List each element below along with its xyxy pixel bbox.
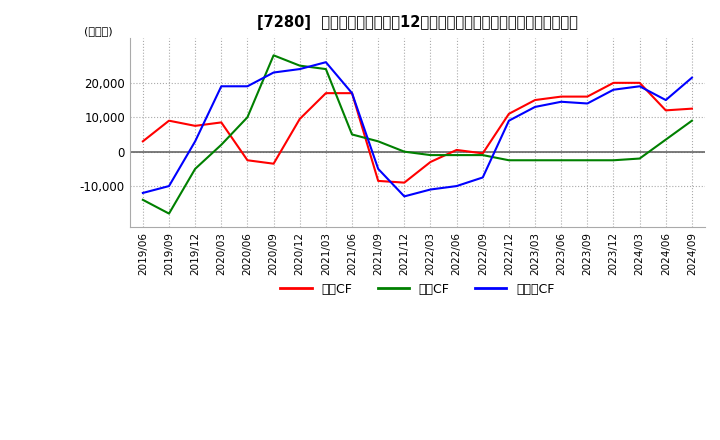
Legend: 営業CF, 投資CF, フリーCF: 営業CF, 投資CF, フリーCF — [276, 278, 559, 301]
フリーCF — [505, 118, 513, 123]
営業CF — [426, 159, 435, 165]
投資CF — [688, 118, 696, 123]
フリーCF — [243, 84, 252, 89]
営業CF — [348, 91, 356, 96]
投資CF — [557, 158, 565, 163]
フリーCF — [165, 183, 174, 189]
フリーCF — [217, 84, 225, 89]
投資CF — [662, 137, 670, 142]
フリーCF — [348, 91, 356, 96]
Line: フリーCF: フリーCF — [143, 62, 692, 196]
投資CF — [374, 139, 382, 144]
フリーCF — [557, 99, 565, 104]
フリーCF — [191, 139, 199, 144]
投資CF — [348, 132, 356, 137]
フリーCF — [635, 84, 644, 89]
営業CF — [531, 97, 539, 103]
営業CF — [609, 80, 618, 85]
フリーCF — [322, 59, 330, 65]
投資CF — [583, 158, 592, 163]
営業CF — [138, 139, 147, 144]
フリーCF — [452, 183, 461, 189]
フリーCF — [609, 87, 618, 92]
投資CF — [191, 166, 199, 172]
投資CF — [400, 149, 409, 154]
営業CF — [243, 158, 252, 163]
フリーCF — [478, 175, 487, 180]
投資CF — [138, 197, 147, 202]
営業CF — [662, 108, 670, 113]
Line: 営業CF: 営業CF — [143, 83, 692, 183]
営業CF — [374, 178, 382, 183]
投資CF — [609, 158, 618, 163]
Text: (百万円): (百万円) — [84, 26, 112, 36]
営業CF — [583, 94, 592, 99]
営業CF — [505, 111, 513, 117]
フリーCF — [662, 97, 670, 103]
営業CF — [635, 80, 644, 85]
投資CF — [452, 152, 461, 158]
フリーCF — [295, 66, 304, 72]
営業CF — [191, 123, 199, 128]
営業CF — [452, 147, 461, 153]
投資CF — [165, 211, 174, 216]
営業CF — [478, 151, 487, 156]
フリーCF — [583, 101, 592, 106]
営業CF — [688, 106, 696, 111]
投資CF — [426, 152, 435, 158]
フリーCF — [531, 104, 539, 110]
営業CF — [217, 120, 225, 125]
Title: [7280]  キャッシュフローの12か月移動合計の対前年同期増減額の推移: [7280] キャッシュフローの12か月移動合計の対前年同期増減額の推移 — [257, 15, 578, 30]
フリーCF — [269, 70, 278, 75]
フリーCF — [426, 187, 435, 192]
営業CF — [269, 161, 278, 166]
営業CF — [322, 91, 330, 96]
Line: 投資CF: 投資CF — [143, 55, 692, 213]
フリーCF — [374, 166, 382, 172]
投資CF — [505, 158, 513, 163]
投資CF — [478, 152, 487, 158]
投資CF — [295, 63, 304, 68]
営業CF — [295, 116, 304, 121]
営業CF — [557, 94, 565, 99]
フリーCF — [688, 75, 696, 81]
投資CF — [243, 114, 252, 120]
投資CF — [635, 156, 644, 161]
フリーCF — [138, 191, 147, 196]
フリーCF — [400, 194, 409, 199]
投資CF — [269, 53, 278, 58]
営業CF — [165, 118, 174, 123]
投資CF — [217, 142, 225, 147]
投資CF — [531, 158, 539, 163]
投資CF — [322, 66, 330, 72]
営業CF — [400, 180, 409, 185]
